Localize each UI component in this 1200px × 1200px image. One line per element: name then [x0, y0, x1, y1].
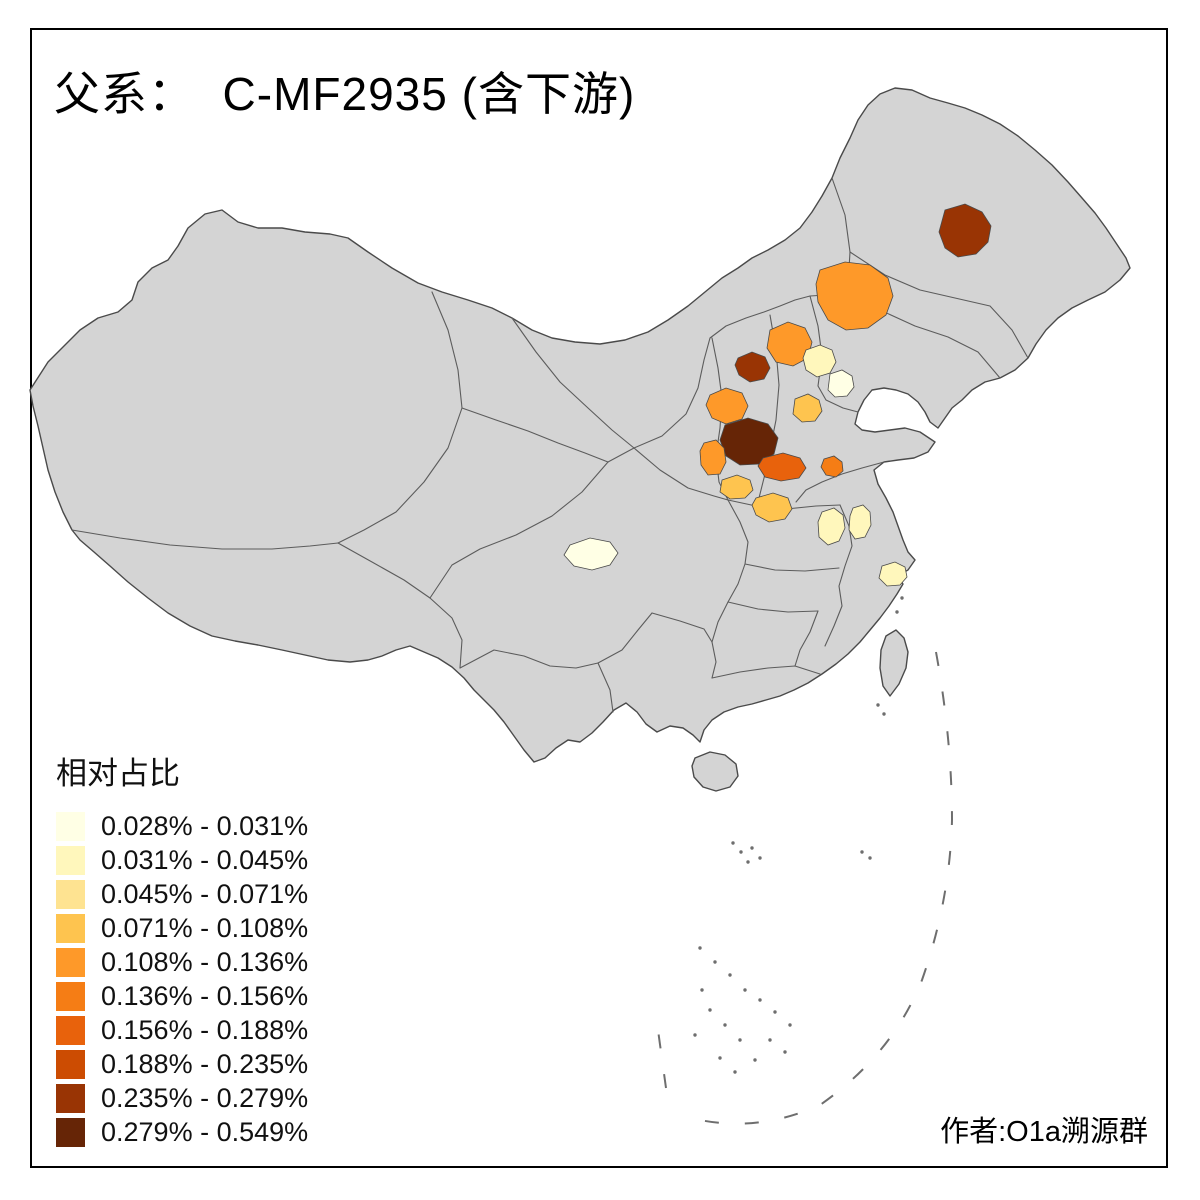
legend-swatch: [56, 1083, 85, 1113]
legend-label: 0.045% - 0.071%: [101, 878, 309, 909]
legend-label: 0.028% - 0.031%: [101, 810, 309, 841]
hainan-island: [691, 751, 739, 792]
choropleth-region: [938, 203, 992, 258]
legend-label: 0.136% - 0.156%: [101, 980, 309, 1011]
legend-label: 0.031% - 0.045%: [101, 844, 309, 875]
choropleth-region: [719, 474, 754, 500]
choropleth-region: [827, 369, 855, 398]
legend-swatch: [56, 1015, 85, 1045]
choropleth-region: [699, 439, 727, 476]
choropleth-region: [751, 492, 793, 523]
legend-swatch: [56, 1117, 85, 1147]
legend-row: 0.279% - 0.549%: [56, 1115, 308, 1149]
sea-islet-dots: [693, 596, 904, 1074]
legend-swatch: [56, 981, 85, 1011]
legend-swatch: [56, 913, 85, 943]
choropleth-region: [820, 455, 844, 478]
choropleth-region: [705, 387, 749, 425]
legend-label: 0.108% - 0.136%: [101, 946, 309, 977]
sea-dash-line: [657, 651, 954, 1125]
legend-label: 0.279% - 0.549%: [101, 1116, 309, 1147]
legend-row: 0.188% - 0.235%: [56, 1047, 308, 1081]
legend-label: 0.235% - 0.279%: [101, 1082, 309, 1113]
legend-row: 0.028% - 0.031%: [56, 809, 308, 843]
legend-title: 相对占比: [56, 756, 180, 791]
page-title: 父系： C-MF2935 (含下游): [54, 68, 636, 120]
legend-swatch: [56, 811, 85, 841]
legend-row: 0.136% - 0.156%: [56, 979, 308, 1013]
legend-row: 0.071% - 0.108%: [56, 911, 308, 945]
choropleth-region: [878, 561, 908, 587]
legend-label: 0.188% - 0.235%: [101, 1048, 309, 1079]
choropleth-region: [757, 452, 807, 482]
legend-swatch: [56, 947, 85, 977]
attribution-text: 作者:O1a溯源群: [940, 1116, 1148, 1148]
choropleth-region: [815, 261, 894, 331]
legend: 相对占比 0.028% - 0.031% 0.031% - 0.045% 0.0…: [56, 748, 308, 1149]
mainland-outline: [29, 87, 1131, 763]
legend-row: 0.108% - 0.136%: [56, 945, 308, 979]
choropleth-region: [802, 344, 837, 378]
choropleth-region: [848, 504, 872, 540]
legend-row: 0.031% - 0.045%: [56, 843, 308, 877]
choropleth-region: [563, 537, 619, 571]
legend-label: 0.156% - 0.188%: [101, 1014, 309, 1045]
legend-swatch: [56, 1049, 85, 1079]
legend-row: 0.235% - 0.279%: [56, 1081, 308, 1115]
choropleth-region: [817, 507, 846, 546]
choropleth-region: [734, 351, 771, 383]
taiwan-island: [879, 629, 909, 697]
choropleth-regions: [563, 203, 992, 587]
legend-label: 0.071% - 0.108%: [101, 912, 309, 943]
legend-swatch: [56, 845, 85, 875]
choropleth-region: [792, 393, 823, 423]
legend-row: 0.045% - 0.071%: [56, 877, 308, 911]
legend-row: 0.156% - 0.188%: [56, 1013, 308, 1047]
legend-swatch: [56, 879, 85, 909]
province-boundaries: [71, 177, 1029, 713]
